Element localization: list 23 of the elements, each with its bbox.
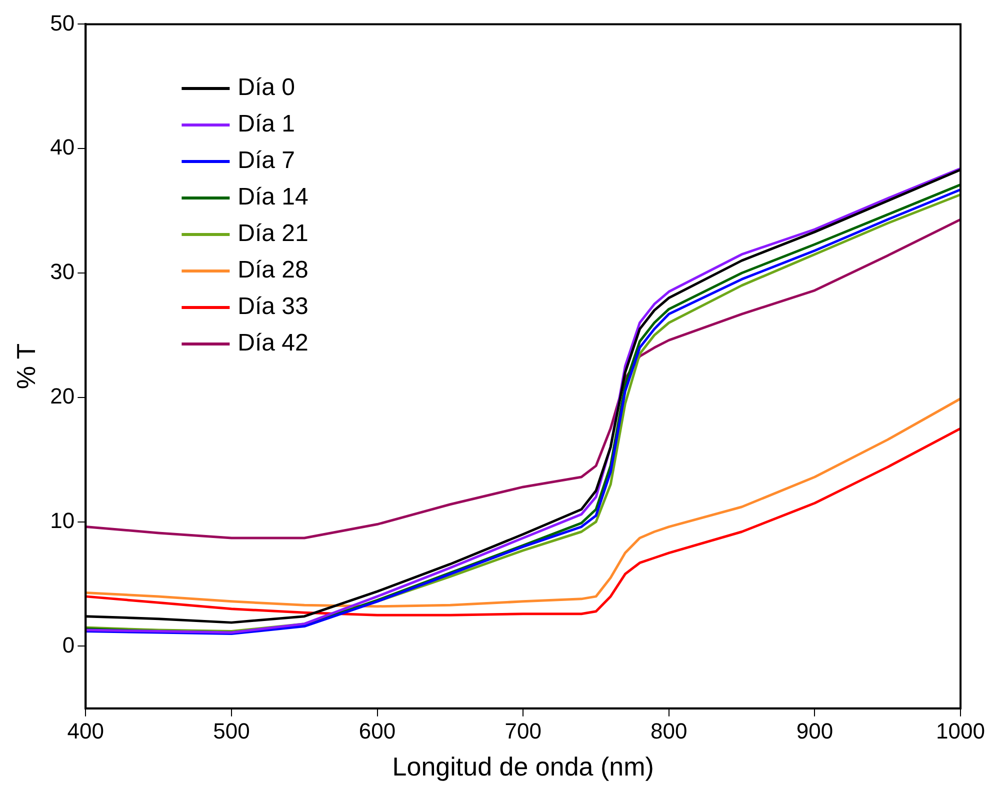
y-tick-label: 30 bbox=[50, 259, 75, 284]
legend-label: Día 1 bbox=[238, 110, 296, 138]
y-tick-label: 40 bbox=[50, 134, 75, 160]
legend-label: Día 14 bbox=[238, 184, 308, 211]
legend-label: Día 42 bbox=[238, 330, 308, 357]
x-tick-label: 600 bbox=[358, 718, 396, 744]
x-tick-label: 1000 bbox=[936, 718, 986, 744]
legend-label: Día 33 bbox=[238, 293, 308, 320]
legend-label: Día 0 bbox=[238, 74, 296, 102]
y-axis-title: % T bbox=[10, 343, 41, 390]
x-tick-label: 500 bbox=[213, 718, 250, 744]
x-tick-label: 900 bbox=[796, 718, 834, 744]
x-axis-title: Longitud de onda (nm) bbox=[392, 752, 654, 782]
y-tick-label: 10 bbox=[50, 508, 75, 533]
y-tick-label: 20 bbox=[50, 383, 75, 408]
legend-label: Día 28 bbox=[238, 256, 308, 284]
x-tick-label: 800 bbox=[650, 718, 688, 744]
y-tick-label: 0 bbox=[62, 632, 75, 658]
legend-label: Día 21 bbox=[238, 220, 308, 248]
x-tick-label: 400 bbox=[67, 718, 104, 744]
legend-label: Día 7 bbox=[238, 147, 296, 174]
y-tick-label: 50 bbox=[50, 10, 75, 36]
x-tick-label: 700 bbox=[504, 718, 542, 744]
